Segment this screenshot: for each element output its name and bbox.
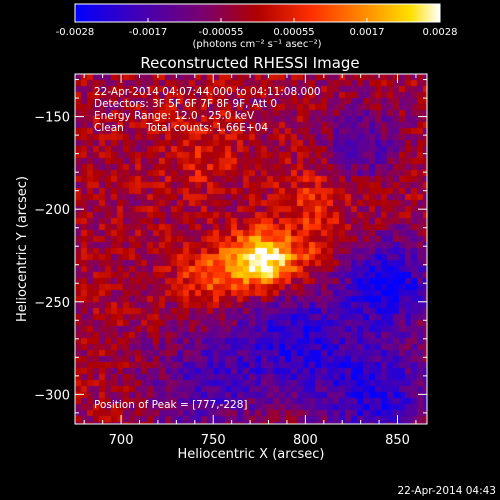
y-axis-label: Heliocentric Y (arcsec) (15, 176, 30, 322)
y-tick-label: −150 (34, 111, 70, 126)
y-tick-label: −300 (34, 388, 70, 403)
heatmap-image (75, 74, 427, 424)
colorbar-tick-label: -0.0017 (129, 27, 168, 38)
colorbar-tick-label: 0.00055 (273, 27, 314, 38)
annotation-time-range: 22-Apr-2014 04:07:44.000 to 04:11:08.000 (94, 86, 321, 98)
y-tick-label: −250 (34, 296, 70, 311)
x-axis-label: Heliocentric X (arcsec) (178, 447, 325, 462)
footer-timestamp: 22-Apr-2014 04:43 (397, 485, 496, 497)
annotation-block: 22-Apr-2014 04:07:44.000 to 04:11:08.000… (94, 86, 321, 411)
annotation-total-counts: Total counts: 1.66E+04 (145, 122, 268, 134)
annotation-energy: Energy Range: 12.0 - 25.0 keV (94, 110, 255, 122)
annotation-detectors: Detectors: 3F 5F 6F 7F 8F 9F, Att 0 (94, 98, 277, 110)
colorbar-tick-label: -0.0028 (56, 27, 95, 38)
chart-title: Reconstructed RHESSI Image (140, 54, 359, 72)
plot-frame (74, 73, 428, 425)
annotation-method: Clean (94, 122, 124, 134)
annotation-peak-position: Position of Peak = [777,-228] (94, 399, 248, 411)
colorbar-tick-label: -0.00055 (199, 27, 244, 38)
colorbar (74, 3, 441, 23)
colorbar-tick-label: 0.0028 (423, 27, 458, 38)
x-tick-label: 800 (293, 433, 318, 448)
x-tick-label: 850 (385, 433, 410, 448)
x-tick-label: 700 (109, 433, 134, 448)
x-tick-label: 750 (201, 433, 226, 448)
axis-ticks: 700 750 800 850 −150 −200 −250 −300 (34, 74, 427, 448)
colorbar-units-label: (photons cm⁻² s⁻¹ asec⁻²) (192, 39, 321, 50)
colorbar-ticks: -0.0028 -0.0017 -0.00055 0.00055 0.0017 0.002… (56, 18, 458, 38)
colorbar-tick-label: 0.0017 (350, 27, 385, 38)
y-tick-label: −200 (34, 203, 70, 218)
